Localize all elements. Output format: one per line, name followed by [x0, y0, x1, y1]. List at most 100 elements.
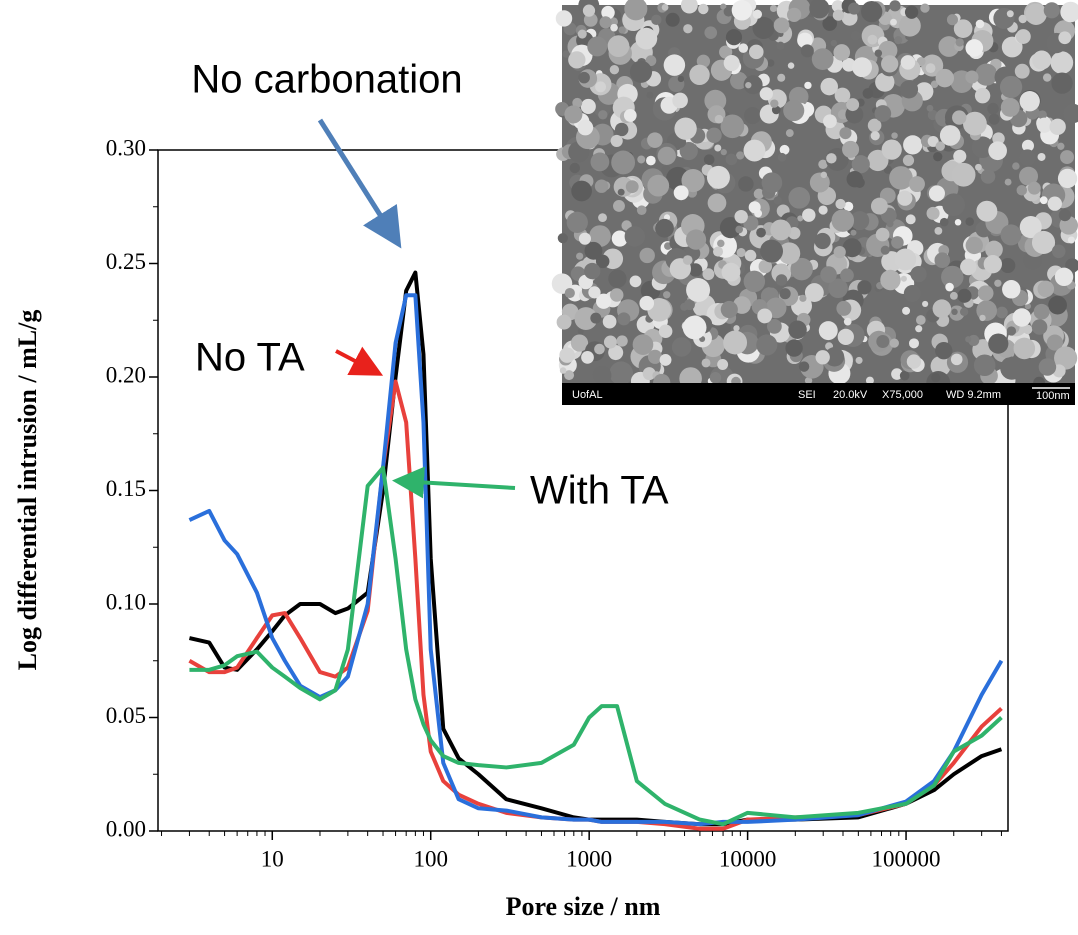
sem-grain — [930, 355, 951, 377]
sem-grain — [1024, 303, 1032, 310]
sem-grain — [758, 259, 773, 274]
sem-grain — [962, 111, 987, 136]
sem-grain — [642, 367, 656, 381]
sem-grain — [1058, 31, 1072, 45]
sem-grain — [757, 308, 773, 324]
sem-grain — [736, 248, 746, 258]
sem-grain — [730, 71, 748, 90]
sem-grain — [857, 280, 872, 295]
sem-grain — [994, 279, 1002, 287]
sem-grain — [1047, 196, 1062, 211]
y-axis-label: Log differential intrusion / mL/g — [13, 310, 42, 671]
sem-grain — [629, 60, 653, 83]
sem-grain — [874, 105, 892, 122]
sem-grain — [731, 0, 753, 21]
sem-grain — [647, 349, 663, 364]
sem-grain — [592, 365, 612, 385]
sem-grain — [671, 337, 692, 357]
sem-grain — [721, 262, 741, 282]
sem-inset: UofAL SEI 20.0kV X75,000 WD 9.2mm 100nm — [551, 0, 1078, 405]
sem-grain — [601, 5, 615, 20]
sem-grain — [934, 252, 951, 269]
sem-grain — [616, 335, 628, 347]
sem-grain — [594, 343, 605, 355]
sem-grain — [976, 200, 998, 222]
sem-grain — [883, 165, 893, 174]
sem-grain — [800, 44, 814, 58]
sem-grain — [926, 104, 934, 112]
sem-grain — [950, 353, 963, 366]
sem-grain — [804, 376, 813, 385]
sem-grain — [927, 135, 939, 147]
sem-grain — [833, 245, 846, 259]
sem-grain — [823, 114, 837, 129]
sem-grain — [714, 144, 722, 152]
sem-grain — [756, 227, 766, 238]
sem-grain — [598, 213, 607, 223]
sem-grain — [776, 41, 785, 50]
sem-grain — [935, 68, 955, 88]
sem-grain — [570, 334, 589, 352]
sem-grain — [939, 125, 961, 146]
sem-grain — [974, 87, 991, 104]
sem-grain — [683, 24, 693, 34]
sem-grain — [818, 159, 828, 170]
sem-grain — [787, 62, 795, 69]
sem-grain — [949, 291, 958, 300]
y-tick-label: 0.25 — [106, 249, 146, 274]
sem-grain — [639, 247, 655, 264]
y-tick-label: 0.10 — [106, 589, 146, 614]
sem-grain — [840, 268, 854, 283]
sem-grain — [663, 214, 671, 221]
sem-grain — [934, 226, 943, 235]
sem-grain — [1000, 257, 1016, 274]
sem-grain — [850, 229, 857, 236]
sem-grain — [769, 4, 778, 13]
sem-grain — [915, 325, 923, 333]
sem-grain — [719, 45, 733, 59]
sem-grain — [610, 134, 623, 148]
sem-grain — [826, 153, 837, 164]
sem-grain — [761, 172, 783, 194]
sem-grain — [875, 227, 890, 242]
sem-grain — [581, 350, 594, 364]
sem-grain — [663, 54, 686, 76]
sem-grain — [797, 215, 804, 222]
sem-grain — [599, 16, 612, 29]
sem-grain — [658, 324, 673, 339]
sem-grain — [804, 81, 812, 90]
sem-grain — [559, 367, 567, 374]
sem-grain — [908, 338, 919, 349]
sem-grain — [1051, 244, 1066, 259]
sem-grain — [946, 14, 958, 26]
sem-grain — [589, 225, 611, 247]
sem-grain — [674, 117, 697, 140]
sem-grain — [1060, 1, 1078, 23]
sem-grain — [891, 368, 903, 380]
sem-grain — [752, 16, 775, 40]
sem-grain — [902, 306, 911, 315]
sem-grain — [975, 19, 985, 29]
sem-grain — [875, 72, 895, 92]
sem-grain — [820, 77, 838, 96]
sem-grain — [743, 139, 766, 162]
sem-grain — [707, 193, 727, 213]
sem-grain — [933, 152, 943, 162]
sem-grain — [783, 100, 805, 122]
sem-grain — [1048, 295, 1067, 315]
sem-grain — [698, 3, 709, 15]
sem-grain — [577, 328, 584, 335]
sem-grain — [968, 334, 980, 347]
sem-grain — [1012, 162, 1020, 170]
sem-grain — [1016, 185, 1028, 196]
sem-grain — [870, 197, 888, 215]
sem-grain — [720, 149, 727, 156]
sem-grain — [684, 299, 695, 311]
sem-grain — [723, 55, 740, 72]
sem-grain — [557, 233, 568, 244]
sem-grain — [831, 209, 855, 232]
sem-grain — [965, 217, 974, 226]
sem-grain — [603, 335, 617, 349]
sem-grain — [1054, 267, 1074, 287]
sem-grain — [760, 239, 784, 263]
